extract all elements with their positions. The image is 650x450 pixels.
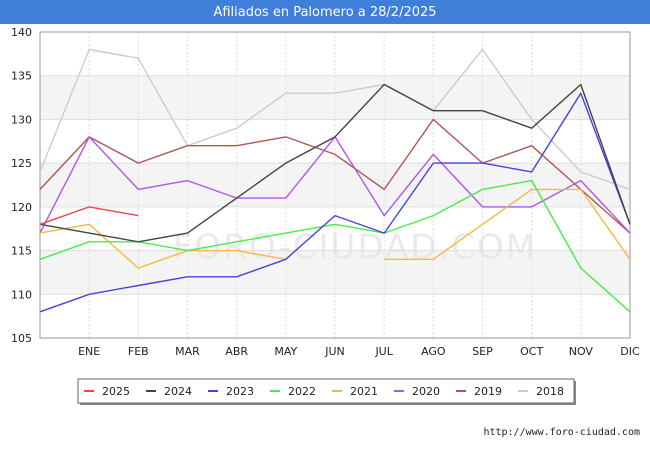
y-tick-label: 110 — [11, 288, 32, 301]
x-tick-label: OCT — [520, 345, 543, 358]
source-url: http://www.foro-ciudad.com — [483, 427, 640, 438]
plot-border — [39, 31, 631, 339]
series-lines — [39, 48, 631, 313]
x-tick-label: ENE — [78, 345, 100, 358]
series-line-2025 — [39, 206, 139, 225]
y-tick-label: 140 — [11, 26, 32, 39]
series-line-2024 — [39, 83, 631, 243]
chart-title: Afiliados en Palomero a 28/2/2025 — [0, 0, 650, 24]
x-tick-label: FEB — [128, 345, 149, 358]
y-axis-ticks: 105 110 115 120 125 130 135 140 — [11, 26, 32, 345]
x-tick-label: ABR — [225, 345, 248, 358]
y-tick-label: 125 — [11, 157, 32, 170]
legend-box — [77, 378, 575, 404]
y-tick-label: 130 — [11, 113, 32, 126]
legend-label-2021: 2021 — [350, 385, 378, 398]
legend-label-2025: 2025 — [102, 385, 130, 398]
series-line-2023 — [39, 92, 631, 313]
y-tick-label: 135 — [11, 70, 32, 83]
gridlines — [39, 31, 631, 339]
legend-label-2020: 2020 — [412, 385, 440, 398]
watermark: FORO-CIUDAD.COM — [173, 227, 537, 267]
x-tick-label: MAR — [175, 345, 200, 358]
series-line-2021 — [39, 188, 631, 269]
x-tick-label: NOV — [569, 345, 594, 358]
series-line-2019 — [39, 118, 631, 234]
legend: 2025 2024 2023 2022 2021 2020 2019 2018 — [77, 378, 576, 405]
x-tick-label: AGO — [421, 345, 446, 358]
x-tick-label: JUL — [374, 345, 393, 358]
legend-label-2023: 2023 — [226, 385, 254, 398]
legend-label-2018: 2018 — [536, 385, 564, 398]
line-chart: FORO-CIUDAD.COM 105 110 115 120 125 130 135 140… — [11, 26, 640, 405]
legend-label-2019: 2019 — [474, 385, 502, 398]
legend-label-2024: 2024 — [164, 385, 192, 398]
x-axis-ticks: ENE FEB MAR ABR MAY JUN JUL AGO SEP OCT NOV DIC — [78, 345, 640, 358]
series-line-2018 — [39, 48, 631, 191]
x-tick-label: JUN — [324, 345, 345, 358]
x-tick-label: MAY — [274, 345, 297, 358]
y-tick-label: 115 — [11, 245, 32, 258]
x-tick-label: SEP — [472, 345, 493, 358]
y-tick-label: 120 — [11, 201, 32, 214]
y-tick-label: 105 — [11, 332, 32, 345]
x-tick-label: DIC — [620, 345, 640, 358]
legend-label-2022: 2022 — [288, 385, 316, 398]
